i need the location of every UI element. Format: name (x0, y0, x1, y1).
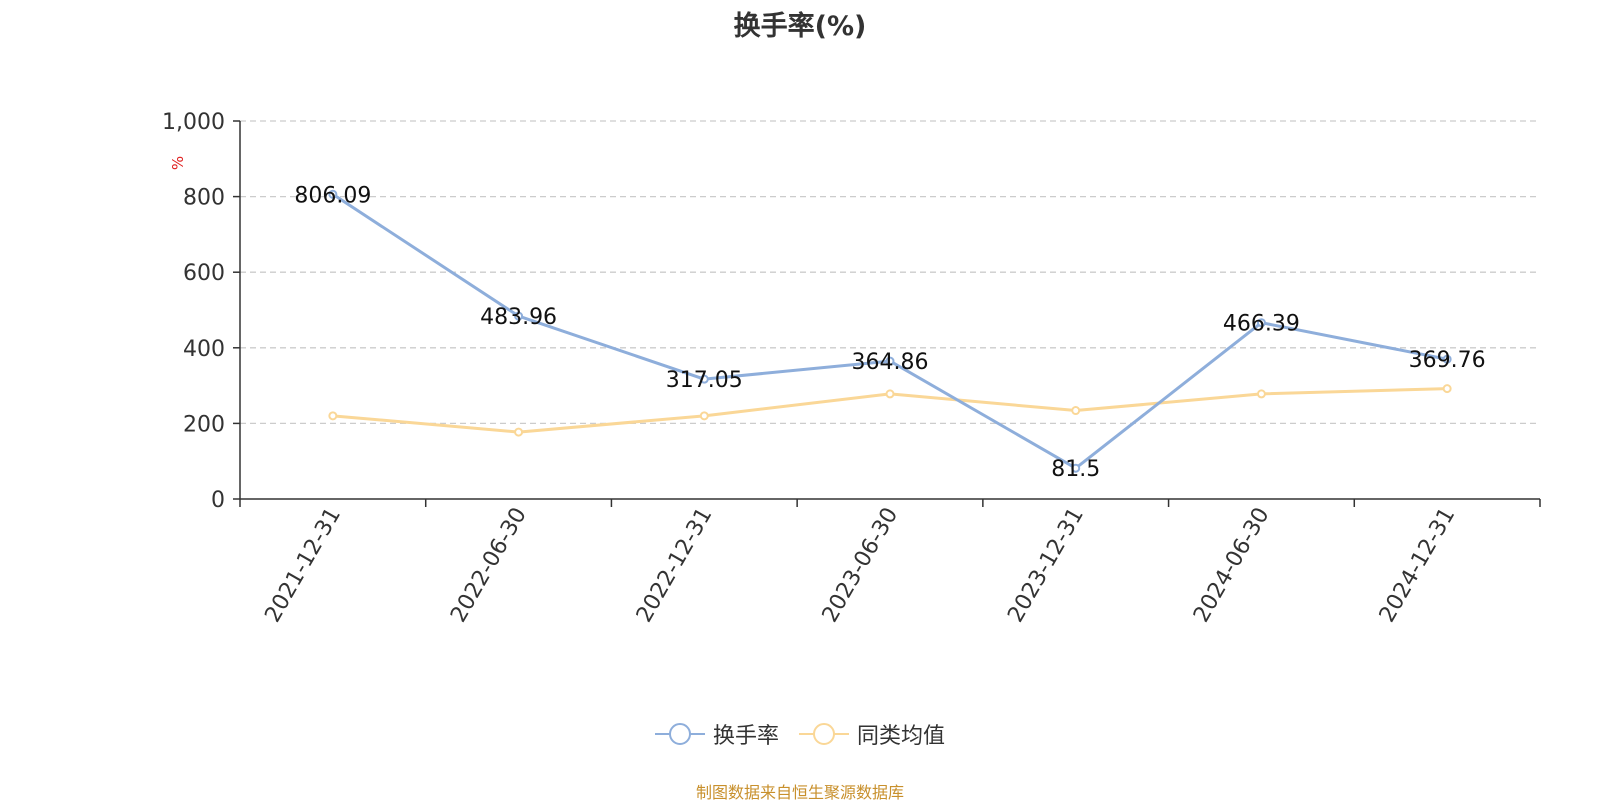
data-point-peer-average[interactable] (885, 389, 895, 399)
data-point-turnover[interactable] (885, 356, 895, 366)
data-label: 81.5 (1051, 457, 1100, 482)
data-label: 466.39 (1223, 312, 1300, 337)
y-tick-label: 0 (211, 488, 225, 513)
data-label: 806.09 (294, 183, 371, 208)
y-tick-label: 1,000 (162, 110, 225, 135)
y-tick-label: 400 (183, 337, 225, 362)
legend-label-turnover: 换手率 (712, 724, 779, 749)
data-point-turnover[interactable] (1071, 463, 1081, 473)
x-tick-labels: 2021-12-31 2022-06-30 2022-12-31 2023-06-30… (239, 499, 1541, 627)
x-tick-label: 2024-06-30 (1189, 504, 1275, 627)
data-point-peer-average[interactable] (699, 411, 709, 421)
legend-item-peer-average[interactable]: 同类均值 (799, 718, 945, 750)
legend-label-peer-average: 同类均值 (857, 724, 946, 749)
y-tick-label: 200 (183, 412, 225, 437)
data-point-turnover[interactable] (1442, 354, 1452, 364)
x-tick-label: 2023-12-31 (1003, 504, 1089, 627)
data-label: 317.05 (666, 368, 743, 393)
y-axis-unit-label: % (169, 156, 187, 170)
data-point-turnover[interactable] (699, 374, 709, 384)
data-point-turnover[interactable] (1256, 318, 1266, 328)
grid-lines (240, 120, 1540, 425)
series-lines (328, 189, 1452, 473)
y-tick-labels: 0 200 400 600 800 1,000 (162, 110, 240, 513)
x-tick-label: 2022-06-30 (446, 504, 532, 627)
data-point-peer-average[interactable] (1071, 406, 1081, 416)
x-tick-label: 2022-12-31 (632, 504, 718, 627)
data-point-turnover[interactable] (328, 189, 338, 199)
y-tick-label: 800 (183, 186, 225, 211)
chart-title: 换手率(%) (733, 11, 867, 42)
data-point-peer-average[interactable] (1256, 389, 1266, 399)
legend: 换手率 同类均值 (0, 718, 1600, 750)
x-tick-label: 2021-12-31 (260, 504, 346, 627)
line-chart: % 0 200 400 600 800 1,000 2021-12-31 2022-06-3… (162, 110, 1541, 627)
data-label: 369.76 (1409, 348, 1486, 373)
data-label: 364.86 (852, 350, 929, 375)
legend-item-turnover[interactable]: 换手率 (654, 718, 779, 750)
source-note: 制图数据来自恒生聚源数据库 (695, 783, 904, 802)
legend-marker-peer-average-icon (799, 723, 849, 745)
x-tick-label: 2024-12-31 (1375, 504, 1461, 627)
x-tick-label: 2023-06-30 (818, 504, 904, 627)
y-tick-label: 600 (183, 261, 225, 286)
axes (239, 121, 1540, 500)
data-label: 483.96 (480, 305, 557, 330)
data-labels: 806.09 483.96 317.05 364.86 81.5 466.39 369.76 (294, 183, 1485, 482)
data-point-turnover[interactable] (514, 311, 524, 321)
data-point-peer-average[interactable] (328, 411, 338, 421)
data-point-peer-average[interactable] (514, 427, 524, 437)
data-point-peer-average[interactable] (1442, 384, 1452, 394)
legend-marker-turnover-icon (654, 723, 705, 745)
